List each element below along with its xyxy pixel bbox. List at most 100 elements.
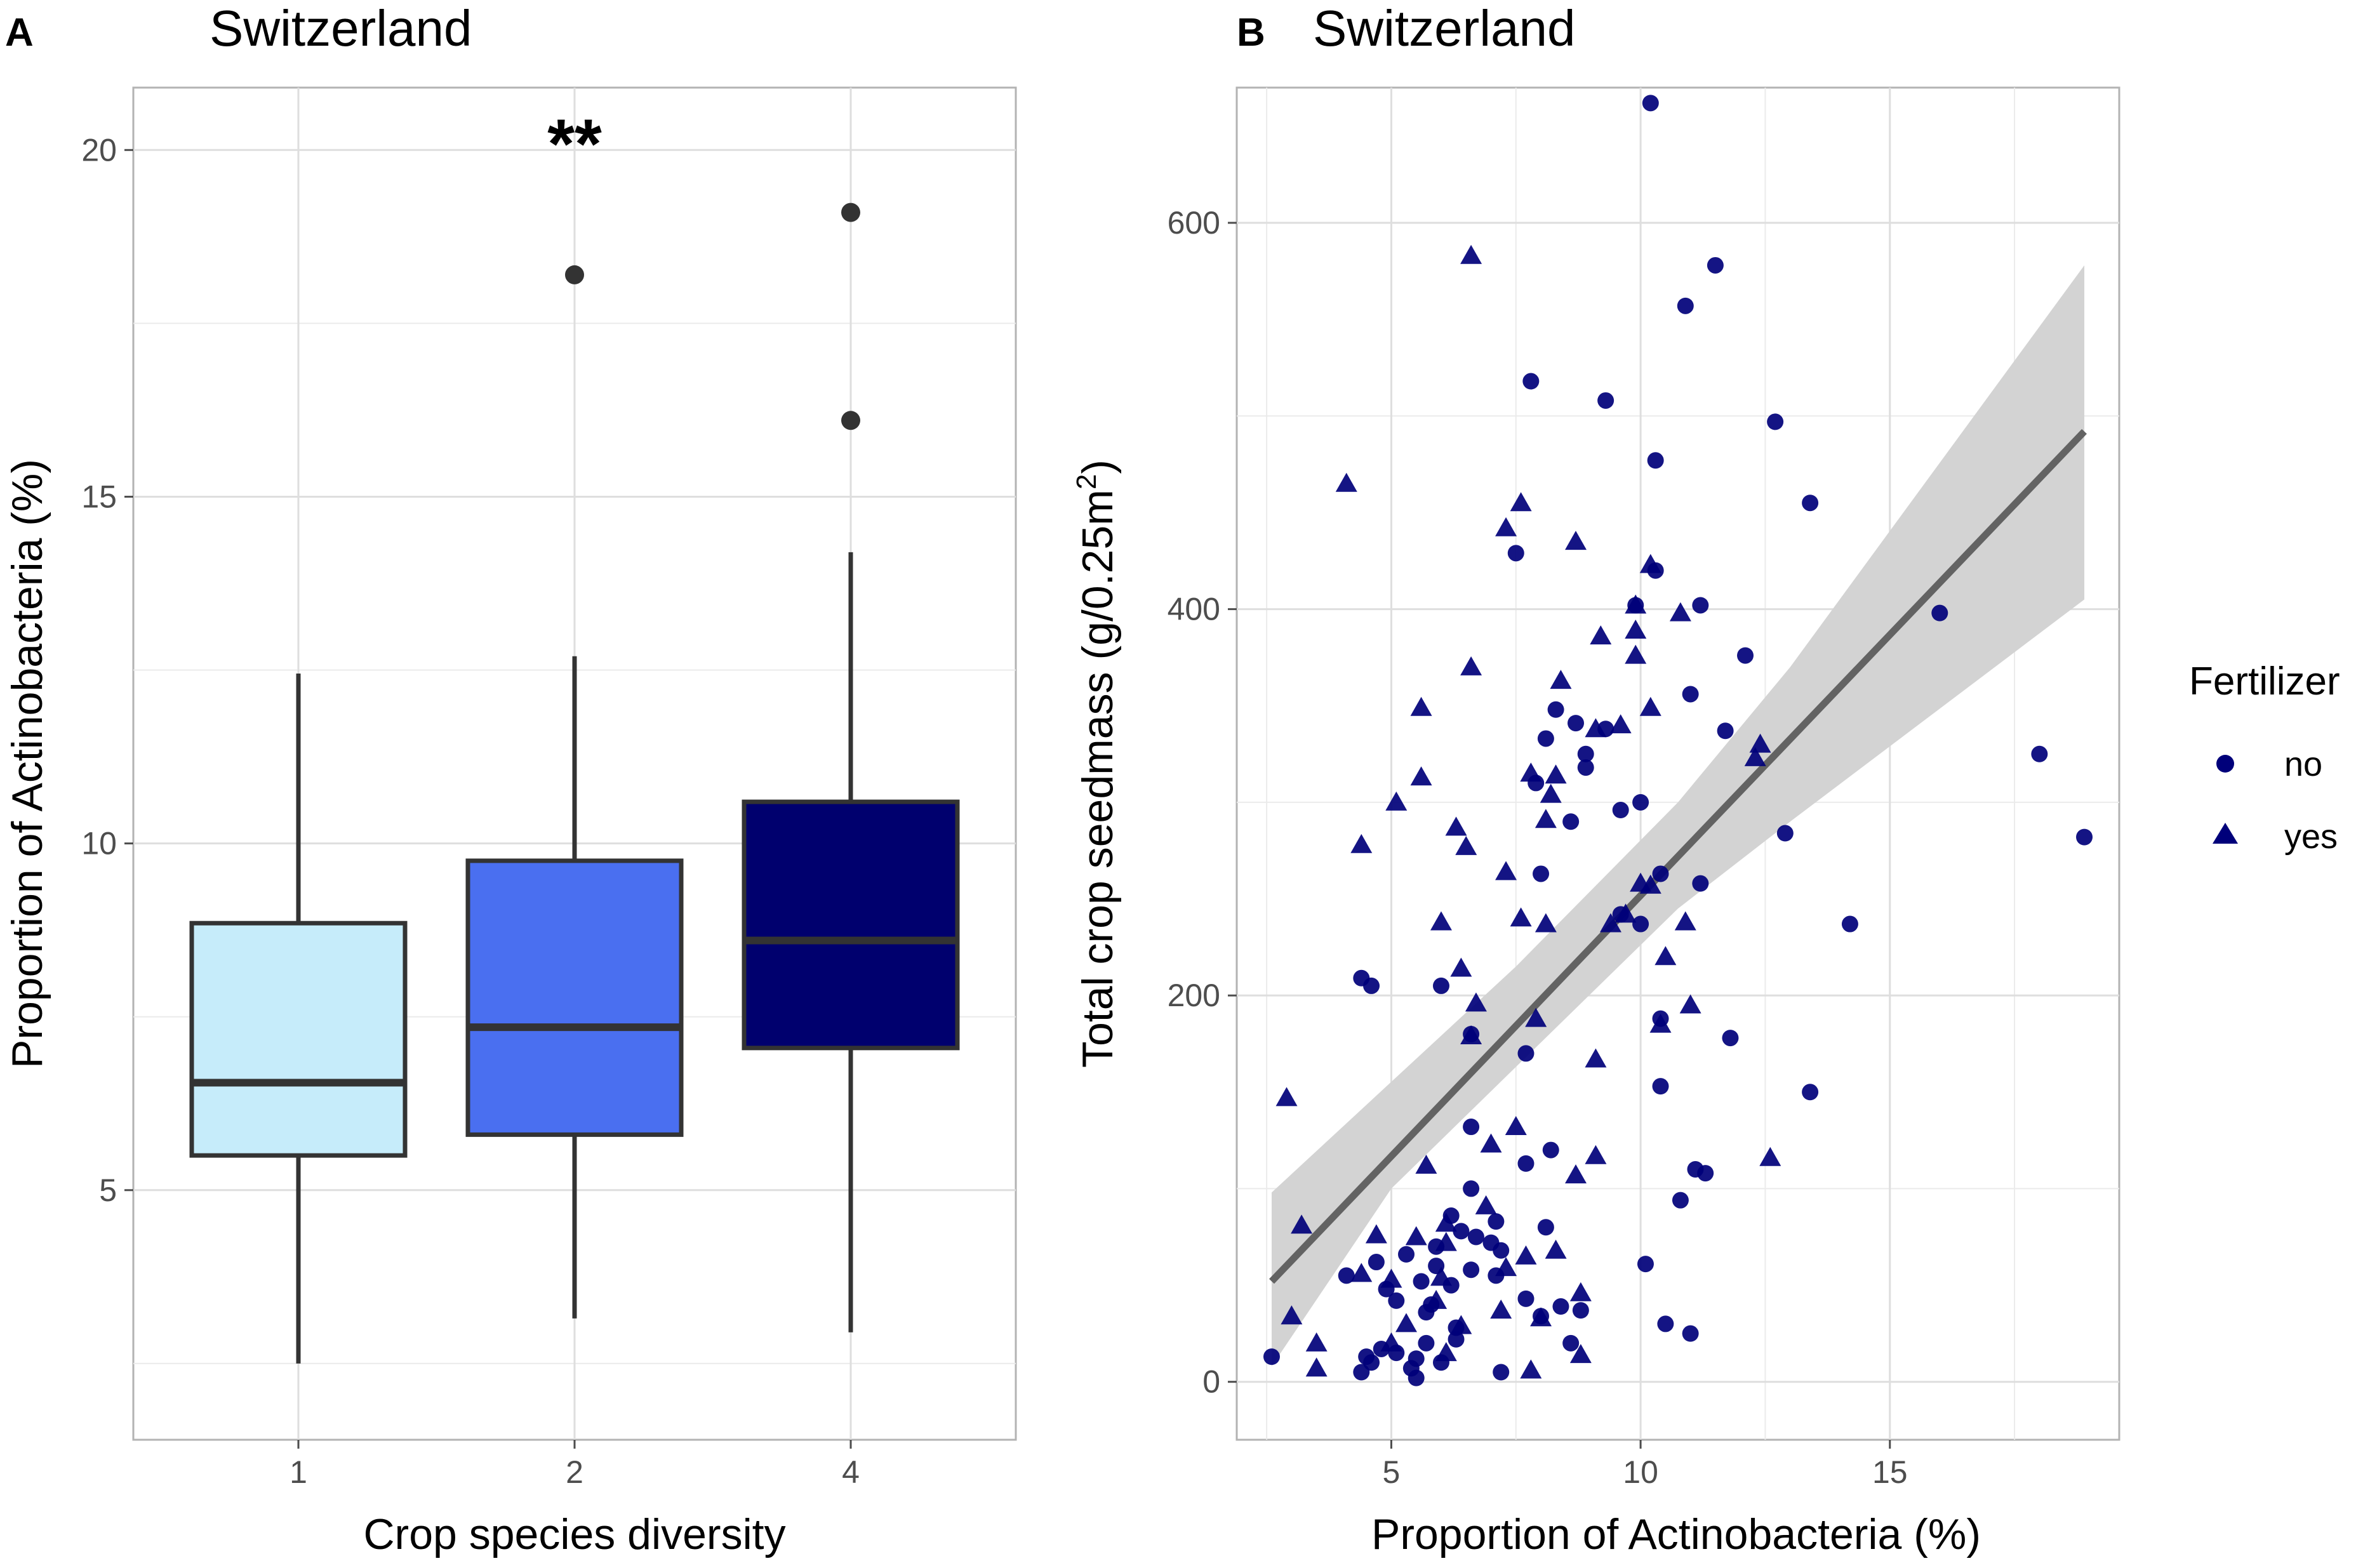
box-outlier	[841, 411, 860, 430]
point-yes	[1380, 1332, 1402, 1352]
legend-title: Fertilizer	[2189, 660, 2340, 703]
point-no	[1568, 715, 1585, 732]
point-yes	[1435, 1232, 1457, 1251]
a-y-tick-label: 20	[81, 132, 117, 168]
box-body	[465, 858, 684, 1137]
point-no	[1448, 1331, 1465, 1348]
point-no	[1672, 1192, 1689, 1209]
panel-a-x-ticks: 1 2 4	[290, 1440, 860, 1490]
point-no	[1517, 1155, 1535, 1172]
point-yes	[1465, 992, 1487, 1012]
point-yes	[1365, 1224, 1387, 1244]
point-yes	[1450, 1315, 1472, 1334]
point-no	[1353, 1364, 1370, 1381]
point-no	[1507, 545, 1524, 562]
point-no	[1418, 1334, 1435, 1352]
point-no	[1717, 722, 1734, 740]
point-no	[1463, 1119, 1480, 1136]
point-yes	[1545, 764, 1567, 784]
point-yes	[1495, 861, 1517, 880]
point-yes	[1510, 492, 1532, 512]
point-no	[1463, 1261, 1480, 1279]
a-y-tick-label: 10	[81, 826, 117, 861]
point-yes	[1614, 903, 1637, 923]
point-no	[1493, 1364, 1510, 1381]
point-yes	[1505, 1116, 1527, 1136]
point-yes	[1495, 517, 1517, 536]
panel-a-y-ticks: 5 10 15 20	[81, 132, 133, 1208]
point-yes	[1569, 1282, 1592, 1301]
point-no	[1562, 1334, 1580, 1352]
panel-b: B Switzerland 0 200 400 600 5 10 15 Proportio…	[1071, 0, 2340, 1558]
point-no	[1642, 95, 1659, 112]
point-yes	[1515, 1245, 1537, 1265]
panel-a-letter: A	[5, 11, 34, 55]
legend: Fertilizer no yes	[2189, 660, 2340, 856]
point-no	[1408, 1369, 1425, 1386]
panel-b-y-ticks: 0 200 400 600	[1168, 205, 1237, 1400]
point-no	[1692, 875, 1709, 892]
point-no	[1632, 915, 1649, 933]
point-no	[1707, 256, 1724, 274]
point-yes	[1639, 874, 1661, 894]
box-2	[465, 265, 684, 1319]
panel-b-plot-area	[1235, 86, 2120, 1441]
b-x-tick-label: 15	[1872, 1454, 1908, 1490]
point-no	[2076, 828, 2093, 846]
point-yes	[1609, 714, 1632, 734]
point-yes	[1565, 531, 1587, 550]
point-no	[1637, 1256, 1654, 1273]
point-no	[1682, 1325, 1699, 1342]
panel-b-title: Switzerland	[1313, 0, 1576, 56]
point-no	[1552, 1298, 1569, 1315]
point-yes	[1535, 809, 1557, 828]
point-no	[1572, 1302, 1589, 1319]
point-yes	[1350, 1263, 1373, 1282]
panel-a-x-axis-title: Crop species diversity	[363, 1510, 785, 1558]
point-yes	[1475, 1195, 1497, 1214]
legend-label-yes: yes	[2284, 818, 2338, 856]
panel-b-letter: B	[1237, 11, 1265, 55]
a-x-tick-label: 2	[566, 1454, 583, 1490]
b-y-tick-label: 0	[1202, 1364, 1220, 1400]
panel-a-y-axis-title: Proportion of Actinobacteria (%)	[3, 459, 51, 1068]
point-yes	[1385, 791, 1408, 811]
box-outlier	[841, 203, 860, 222]
point-yes	[1495, 1257, 1517, 1277]
point-yes	[1639, 696, 1661, 716]
point-no	[1517, 1290, 1535, 1307]
point-yes	[1435, 1213, 1457, 1232]
point-yes	[1590, 625, 1612, 645]
point-yes	[1430, 1266, 1452, 1286]
point-no	[1697, 1165, 1714, 1182]
point-no	[1562, 813, 1580, 830]
legend-label-no: no	[2284, 745, 2322, 783]
point-no	[1841, 915, 1858, 933]
point-no	[1388, 1292, 1405, 1309]
point-no	[1398, 1246, 1415, 1263]
point-yes	[1460, 1025, 1482, 1045]
point-yes	[1460, 244, 1482, 264]
a-y-tick-label: 15	[81, 479, 117, 514]
point-no	[1432, 977, 1449, 994]
point-yes	[1291, 1214, 1313, 1234]
point-yes	[1281, 1305, 1303, 1325]
point-no	[1737, 647, 1754, 664]
point-yes	[1460, 656, 1482, 675]
panel-b-points	[1263, 95, 2093, 1386]
point-no	[1338, 1267, 1355, 1284]
point-yes	[1674, 911, 1696, 931]
point-no	[1612, 802, 1629, 819]
point-no	[1652, 1078, 1669, 1095]
point-no	[1647, 452, 1664, 469]
legend-marker-no	[2216, 755, 2234, 773]
point-no	[1537, 730, 1554, 747]
point-yes	[1435, 1342, 1457, 1362]
point-yes	[1565, 1164, 1587, 1184]
trend-line	[1268, 429, 2087, 1284]
point-yes	[1585, 1048, 1607, 1068]
point-no	[1577, 759, 1594, 776]
point-no	[1682, 686, 1699, 703]
point-no	[1463, 1180, 1480, 1197]
